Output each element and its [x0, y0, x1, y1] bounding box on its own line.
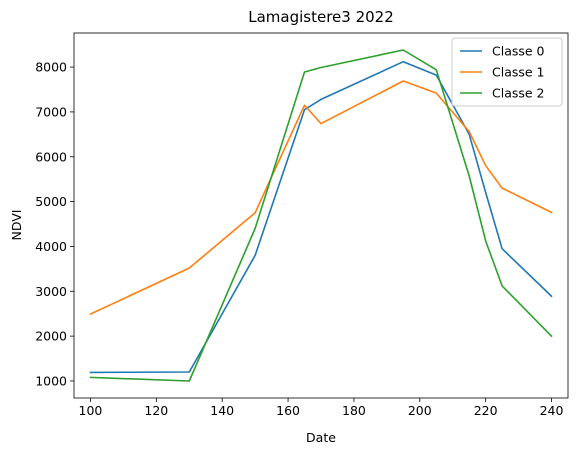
- y-tick-label: 8000: [35, 60, 67, 75]
- legend-label: Classe 1: [492, 65, 545, 80]
- y-tick-label: 2000: [35, 329, 67, 344]
- y-tick-label: 7000: [35, 104, 67, 119]
- series-line-classe-1: [89, 80, 553, 316]
- x-tick-label: 220: [474, 403, 498, 418]
- x-tick-label: 120: [144, 403, 168, 418]
- series-line-classe-0: [89, 60, 553, 374]
- y-axis-label: NDVI: [9, 210, 24, 241]
- y-tick-label: 4000: [35, 239, 67, 254]
- legend-label: Classe 2: [492, 86, 545, 101]
- legend-label: Classe 0: [492, 44, 545, 59]
- x-axis-label: Date: [306, 430, 336, 445]
- plot-area: [89, 49, 553, 382]
- x-tick-label: 240: [540, 403, 564, 418]
- x-tick-label: 160: [276, 403, 300, 418]
- legend: Classe 0 Classe 1 Classe 2: [451, 37, 563, 107]
- y-axis: 1000 2000 3000 4000 5000 6000 7000 8000: [35, 60, 74, 388]
- x-tick-label: 100: [79, 403, 103, 418]
- plot-frame: [73, 32, 569, 399]
- y-tick-label: 3000: [35, 284, 67, 299]
- series-line-classe-2: [89, 49, 553, 382]
- y-tick-label: 1000: [35, 373, 67, 388]
- x-tick-label: 200: [408, 403, 432, 418]
- x-axis: 100 120 140 160 180 200 220 240: [79, 398, 564, 418]
- x-tick-label: 140: [210, 403, 234, 418]
- x-tick-label: 180: [342, 403, 366, 418]
- y-tick-label: 6000: [35, 149, 67, 164]
- legend-box: [451, 37, 563, 107]
- y-tick-label: 5000: [35, 194, 67, 209]
- chart-title: Lamagistere3 2022: [248, 8, 394, 26]
